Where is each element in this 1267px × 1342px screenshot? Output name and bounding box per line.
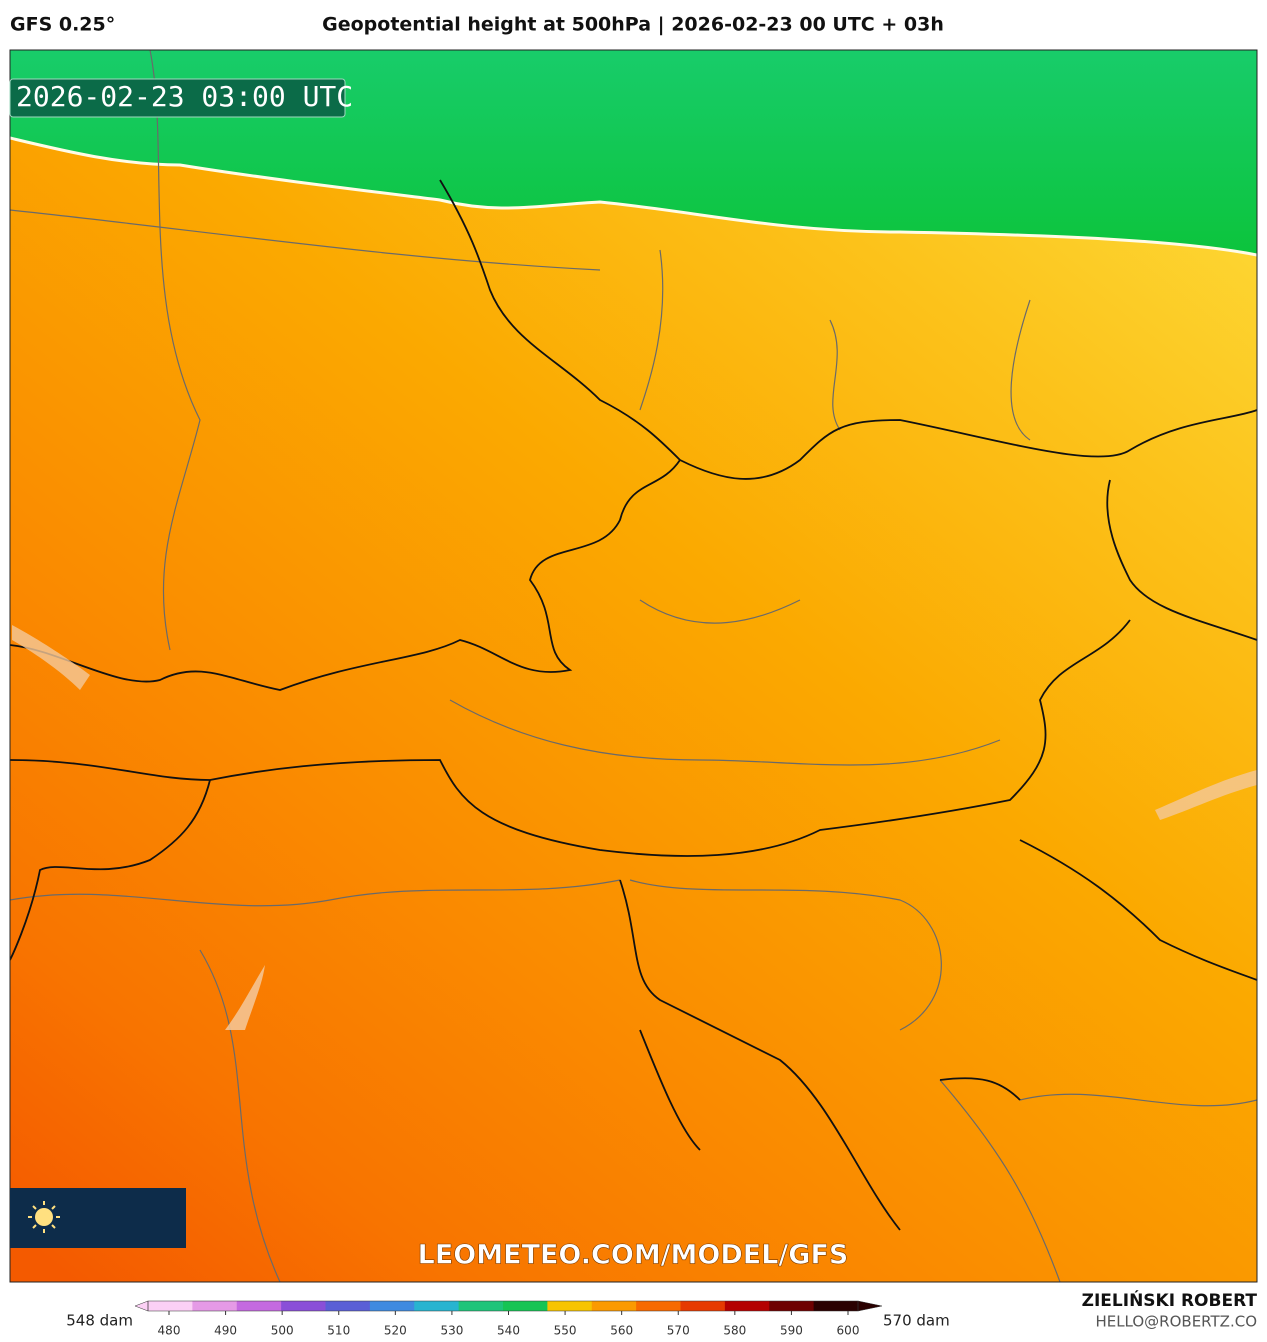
map-frame: [9, 49, 1258, 1283]
timestamp: 2026-02-23 03:00 UTC: [16, 80, 353, 113]
colorbar: 480 490 500 510 520 530 540 550 560 570 580 590 600: [134, 1300, 883, 1338]
height-field: [10, 50, 1257, 1282]
colorbar-tick-label: 530: [440, 1324, 463, 1338]
colorbar-tick-label: 510: [327, 1324, 350, 1338]
colorbar-segment: [148, 1301, 193, 1311]
colorbar-tick-label: 560: [610, 1324, 633, 1338]
colorbar-segment: [414, 1301, 460, 1311]
colorbar-tick-label: 540: [497, 1324, 520, 1338]
lake: [12, 625, 90, 690]
region-borders: [10, 50, 1257, 1282]
colorbar-segment: [680, 1301, 726, 1311]
colorbar-segment: [636, 1301, 681, 1311]
colorbar-max-label: 570 dam: [883, 1312, 950, 1330]
colorbar-tick-label: 570: [667, 1324, 690, 1338]
colorbar-segment: [325, 1301, 371, 1311]
colorbar-tick-label: 520: [384, 1324, 407, 1338]
colorbar-segment: [769, 1301, 815, 1311]
map: [10, 50, 1257, 1282]
colorbar-segment: [369, 1301, 415, 1311]
river: [1155, 770, 1257, 820]
colorbar-tick-label: 550: [554, 1324, 577, 1338]
colorbar-arrow-right: [857, 1300, 883, 1312]
colorbar-segment: [591, 1301, 637, 1311]
timestamp-box: [9, 78, 346, 118]
model-name: GFS 0.25°: [10, 14, 115, 36]
colorbar-tick-label: 480: [158, 1324, 181, 1338]
colorbar-segment: [724, 1301, 770, 1311]
colorbar-tick-label: 580: [723, 1324, 746, 1338]
contour-line: [10, 136, 1257, 257]
colorbar-tick-label: 500: [271, 1324, 294, 1338]
colorbar-outline: [147, 1300, 859, 1312]
colorbar-segment: [281, 1301, 326, 1311]
colorbar-min-label: 548 dam: [66, 1312, 133, 1330]
colorbar-tick-label: 490: [214, 1324, 237, 1338]
colorbar-arrow-left: [134, 1300, 149, 1312]
author: ZIELIŃSKI ROBERT: [1082, 1289, 1258, 1311]
logo-sun: [28, 1201, 60, 1233]
map-title: Geopotential height at 500hPa | 2026-02-…: [322, 14, 944, 36]
colorbar-segment: [236, 1301, 282, 1311]
watermark: LEOMETEO.COM/MODEL/GFS: [418, 1240, 849, 1271]
colorbar-tick-label: 590: [780, 1324, 803, 1338]
colorbar-tick-label: 600: [837, 1324, 860, 1338]
colorbar-segment: [547, 1301, 593, 1311]
colorbar-segment: [813, 1301, 859, 1311]
colorbar-segment: [192, 1301, 238, 1311]
colorbar-segment: [458, 1301, 504, 1311]
email: HELLO@ROBERTZ.CO: [1095, 1313, 1257, 1331]
lake: [225, 965, 265, 1030]
colorbar-segment: [503, 1301, 548, 1311]
country-borders: [10, 179, 1257, 1231]
